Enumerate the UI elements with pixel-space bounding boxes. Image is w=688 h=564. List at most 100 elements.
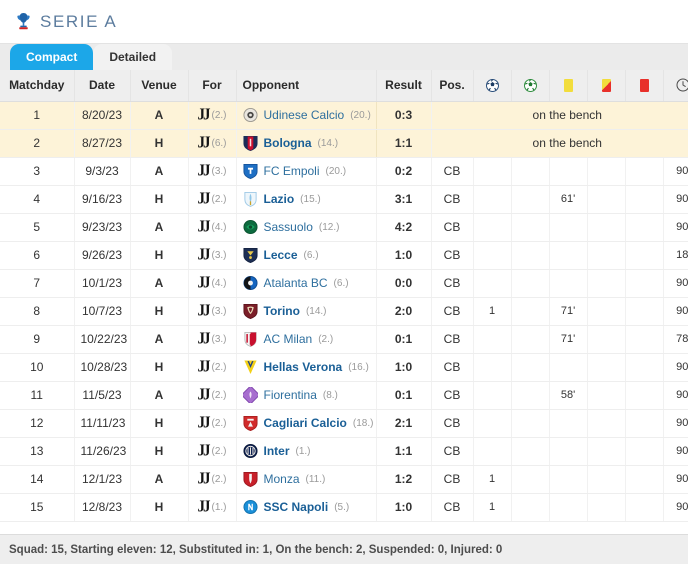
opponent-name[interactable]: SSC Napoli (263, 500, 329, 514)
cell-opponent[interactable]: Atalanta BC (6.) (236, 269, 377, 298)
cell-opponent[interactable]: AC Milan (2.) (236, 325, 377, 354)
cell-opponent[interactable]: Inter (1.) (236, 437, 377, 466)
cell-opponent[interactable]: Sassuolo (12.) (236, 213, 377, 242)
table-row[interactable]: 4 9/16/23 H JJ (2.) Lazio (15.) 3:1 CB 61' 90… (0, 185, 688, 214)
col-header-position[interactable]: Pos. (431, 70, 474, 102)
cell-opponent[interactable]: Cagliari Calcio (18.) (236, 409, 377, 438)
col-header-venue[interactable]: Venue (130, 70, 189, 102)
col-header-second-yellow-card[interactable] (587, 70, 626, 102)
cell-opponent[interactable]: FC Empoli (20.) (236, 157, 377, 186)
cell-opponent[interactable]: Hellas Verona (16.) (236, 353, 377, 382)
cell-result[interactable]: 3:1 (376, 185, 432, 214)
table-row[interactable]: 15 12/8/23 H JJ (1.) SSC Napoli (5.) 1:0 CB… (0, 493, 688, 522)
table-row[interactable]: 7 10/1/23 A JJ (4.) Atalanta BC (6.) 0:0 CB… (0, 269, 688, 298)
cell-result[interactable]: 1:0 (376, 493, 432, 522)
table-row[interactable]: 9 10/22/23 A JJ (3.) AC Milan (2.) 0:1 CB 71… (0, 325, 688, 354)
opponent-name[interactable]: Lazio (263, 192, 295, 206)
juventus-logo-icon: JJ (197, 469, 211, 488)
opponent-name[interactable]: Monza (263, 472, 300, 486)
cell-red-card (625, 241, 664, 270)
cell-position: CB (431, 213, 474, 242)
matches-table: Matchday Date Venue For Opponent Result … (0, 70, 688, 522)
col-header-opponent[interactable]: Opponent (236, 70, 377, 102)
cell-assists (511, 409, 550, 438)
table-row[interactable]: 1 8/20/23 A JJ (2.) Udinese Calcio (20.) 0… (0, 101, 688, 130)
cell-second-yellow-card (587, 493, 626, 522)
cell-second-yellow-card (587, 409, 626, 438)
cell-date: 12/1/23 (74, 465, 131, 494)
cell-yellow-card (549, 409, 588, 438)
table-row[interactable]: 5 9/23/23 A JJ (4.) Sassuolo (12.) 4:2 CB 90… (0, 213, 688, 242)
cell-opponent[interactable]: SSC Napoli (5.) (236, 493, 377, 522)
cell-result[interactable]: 1:1 (376, 129, 432, 158)
opponent-name[interactable]: Inter (263, 444, 290, 458)
opponent-name[interactable]: Lecce (263, 248, 298, 262)
cell-opponent[interactable]: Bologna (14.) (236, 129, 377, 158)
cell-result[interactable]: 4:2 (376, 213, 432, 242)
cell-opponent[interactable]: Torino (14.) (236, 297, 377, 326)
col-header-yellow-card[interactable] (549, 70, 588, 102)
col-header-date[interactable]: Date (74, 70, 131, 102)
cell-result[interactable]: 1:0 (376, 353, 432, 382)
opponent-name[interactable]: Atalanta BC (263, 276, 328, 290)
opponent-badge-icon (243, 191, 258, 207)
table-row[interactable]: 11 11/5/23 A JJ (2.) Fiorentina (8.) 0:1 CB… (0, 381, 688, 410)
table-row[interactable]: 69/26/23H JJ (3.) Lecce (6.) 1:0CB 18' (0, 241, 688, 270)
cell-goals: 1 (473, 493, 512, 522)
cell-opponent[interactable]: Udinese Calcio (20.) (236, 101, 377, 130)
cell-result[interactable]: 2:1 (376, 409, 432, 438)
cell-opponent[interactable]: Fiorentina (8.) (236, 381, 377, 410)
table-row[interactable]: 8 10/7/23 H JJ (3.) Torino (14.) 2:0 CB 1 71'… (0, 297, 688, 326)
for-rank: (2.) (211, 473, 227, 485)
cell-result[interactable]: 0:1 (376, 325, 432, 354)
cell-venue: H (130, 129, 189, 158)
cell-red-card (625, 213, 664, 242)
opponent-badge-icon (243, 331, 258, 347)
opponent-name[interactable]: Bologna (263, 136, 312, 150)
cell-result[interactable]: 1:2 (376, 465, 432, 494)
opponent-name[interactable]: AC Milan (263, 332, 313, 346)
col-header-result[interactable]: Result (376, 70, 432, 102)
cell-result[interactable]: 0:3 (376, 101, 432, 130)
col-header-red-card[interactable] (625, 70, 664, 102)
cell-result[interactable]: 0:2 (376, 157, 432, 186)
cell-result[interactable]: 2:0 (376, 297, 432, 326)
cell-yellow-card (549, 157, 588, 186)
cell-red-card (625, 465, 664, 494)
col-header-matchday[interactable]: Matchday (0, 70, 75, 102)
table-row[interactable]: 12 11/11/23 H JJ (2.) Cagliari Calcio (18.… (0, 409, 688, 438)
table-row[interactable]: 2 8/27/23 H JJ (6.) Bologna (14.) 1:1 on th… (0, 129, 688, 158)
cell-result[interactable]: 0:1 (376, 381, 432, 410)
opponent-name[interactable]: FC Empoli (263, 164, 320, 178)
col-header-minutes[interactable] (663, 70, 688, 102)
tab-compact[interactable]: Compact (10, 44, 94, 70)
cell-second-yellow-card (587, 465, 626, 494)
opponent-name[interactable]: Torino (263, 304, 300, 318)
cell-result[interactable]: 1:0 (376, 241, 432, 270)
cell-opponent[interactable]: Lecce (6.) (236, 241, 377, 270)
cell-matchday: 8 (0, 297, 75, 326)
cell-result[interactable]: 0:0 (376, 269, 432, 298)
cell-minutes: 90' (663, 465, 688, 494)
cell-opponent[interactable]: Monza (11.) (236, 465, 377, 494)
opponent-name[interactable]: Cagliari Calcio (263, 416, 347, 430)
opponent-name[interactable]: Hellas Verona (263, 360, 343, 374)
col-header-goals[interactable] (473, 70, 512, 102)
cell-result[interactable]: 1:1 (376, 437, 432, 466)
opponent-rank: (18.) (352, 417, 374, 429)
tab-detailed[interactable]: Detailed (93, 44, 173, 70)
col-header-assists[interactable] (511, 70, 550, 102)
cell-minutes: 90' (663, 409, 688, 438)
opponent-name[interactable]: Udinese Calcio (263, 108, 345, 122)
cell-date: 8/27/23 (74, 129, 131, 158)
cell-opponent[interactable]: Lazio (15.) (236, 185, 377, 214)
opponent-badge-icon (242, 471, 258, 487)
table-row[interactable]: 10 10/28/23 H JJ (2.) Hellas Verona (16.) … (0, 353, 688, 382)
table-row[interactable]: 3 9/3/23 A JJ (3.) FC Empoli (20.) 0:2 CB 90… (0, 157, 688, 186)
opponent-name[interactable]: Fiorentina (263, 388, 317, 402)
opponent-name[interactable]: Sassuolo (263, 220, 313, 234)
col-header-for[interactable]: For (188, 70, 237, 102)
cell-assists (511, 493, 550, 522)
